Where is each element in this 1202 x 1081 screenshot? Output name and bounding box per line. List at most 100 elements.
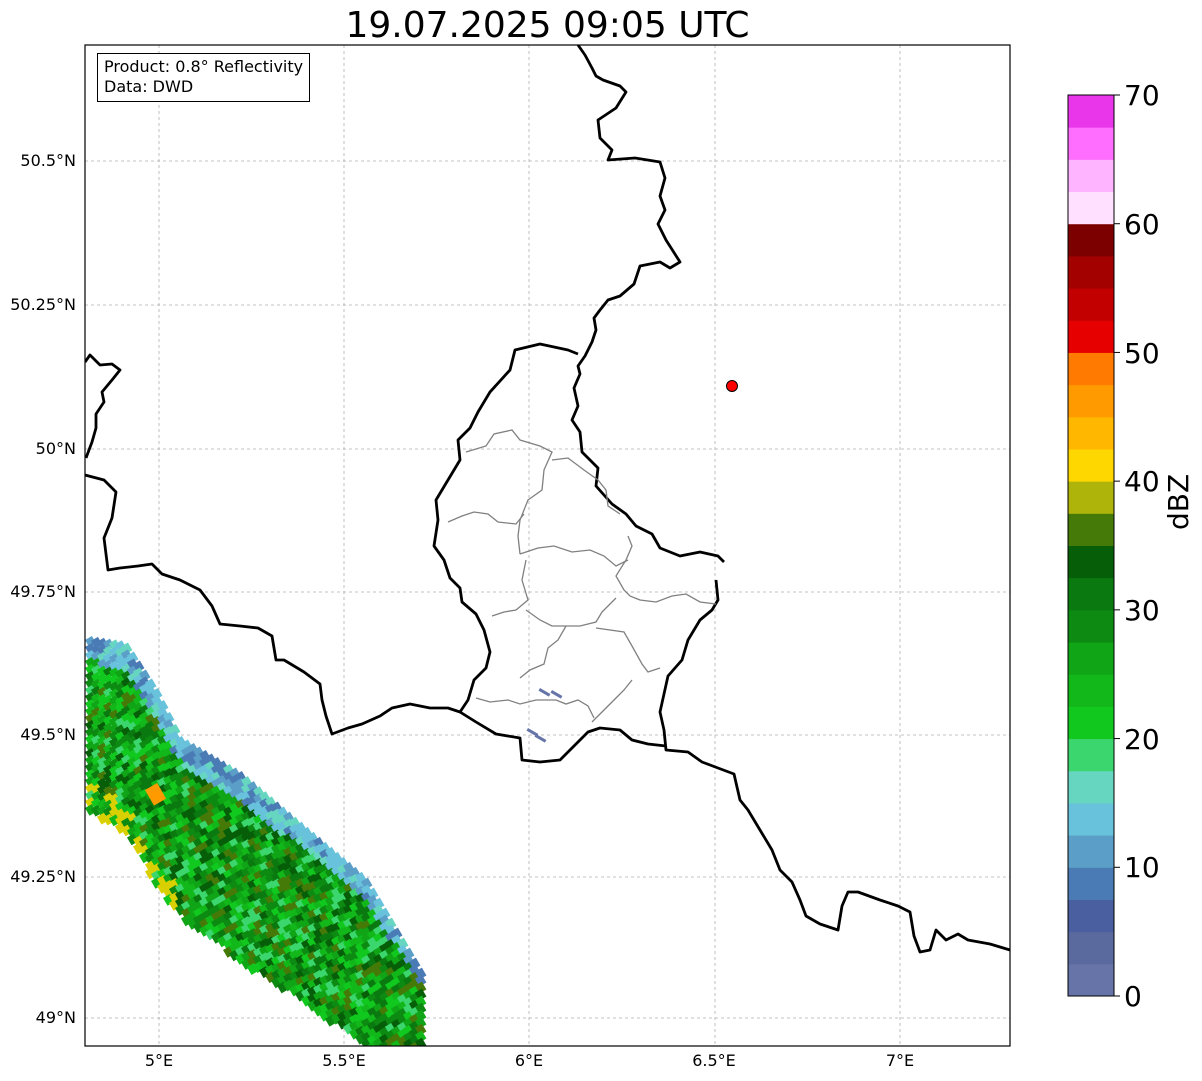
colorbar-segment <box>1068 95 1114 128</box>
country-borders <box>85 45 1010 954</box>
lat-tick-label: 49.25°N <box>10 867 76 886</box>
canton-line <box>525 597 617 627</box>
canton-line <box>595 627 661 673</box>
echo-cell <box>414 1023 427 1036</box>
colorbar-tick-label: 40 <box>1124 465 1160 498</box>
colorbar-frame <box>1067 94 1115 997</box>
colorbar-tick-label: 60 <box>1124 208 1160 241</box>
echo-cell-weak <box>550 690 563 699</box>
canton-line <box>447 511 525 525</box>
colorbar-segment <box>1068 609 1114 643</box>
echo-cell <box>409 957 421 970</box>
echo-cell <box>402 947 415 960</box>
echo-cell-weak <box>538 688 551 697</box>
echo-cell <box>156 700 169 712</box>
colorbar-segment <box>1068 384 1114 418</box>
echo-cell <box>397 937 409 950</box>
colorbar-segment <box>1068 127 1114 160</box>
lon-tick-label: 5.5°E <box>322 1051 366 1070</box>
colorbar-segment <box>1068 738 1114 772</box>
colorbar-segment <box>1068 159 1114 193</box>
echo-cell <box>169 724 181 736</box>
lat-tick-label: 49°N <box>35 1008 76 1027</box>
colorbar-segment <box>1068 255 1114 289</box>
echo-cell-weak <box>534 733 547 743</box>
echo-cell <box>414 1037 427 1046</box>
colorbar-tick-label: 10 <box>1124 851 1160 884</box>
radar-site-marker <box>726 380 738 392</box>
colorbar-tick-label: 30 <box>1124 594 1160 627</box>
canton-line <box>591 679 633 723</box>
colorbar-segment <box>1068 802 1114 836</box>
echo-cell <box>414 1016 427 1029</box>
echo-cell <box>144 678 157 691</box>
echo-cell <box>414 1002 427 1015</box>
echo-cell <box>126 651 139 664</box>
echo-cell-strong <box>144 783 167 806</box>
colorbar-segment <box>1068 545 1114 579</box>
colorbar-segment <box>1068 770 1114 804</box>
echo-cell <box>378 907 391 920</box>
lat-tick-label: 50.5°N <box>20 151 76 170</box>
colorbar-segment <box>1068 674 1114 707</box>
colorbar-segment <box>1068 642 1114 675</box>
colorbar-segment <box>1068 448 1114 482</box>
echo-cell <box>373 897 385 910</box>
canton-line <box>615 535 717 605</box>
lat-tick-label: 50.25°N <box>10 295 76 314</box>
lon-tick-label: 5°E <box>144 1051 174 1070</box>
germany-border-south <box>658 579 1010 954</box>
data-source-label: Data: DWD <box>104 77 194 96</box>
echo-cell <box>414 967 427 980</box>
echo-cell <box>366 887 379 900</box>
colorbar-segment <box>1068 320 1114 353</box>
colorbar-segment <box>1068 931 1114 965</box>
colorbar-tick-label: 20 <box>1124 723 1160 756</box>
canton-borders <box>447 429 717 723</box>
echo-cell <box>390 927 403 940</box>
echo-cell <box>361 877 373 890</box>
canton-line <box>475 697 595 719</box>
colorbar-segment <box>1068 513 1114 546</box>
lon-tick-label: 7°E <box>885 1051 915 1070</box>
colorbar-segment <box>1068 899 1114 933</box>
colorbar-segment <box>1068 223 1114 257</box>
colorbar-segment <box>1068 288 1114 321</box>
echo-cell <box>162 712 175 724</box>
echo-cell <box>138 669 151 682</box>
belgium-france-border <box>85 473 461 736</box>
lat-tick-label: 49.75°N <box>10 582 76 601</box>
lon-tick-label: 6.5°E <box>692 1051 736 1070</box>
echo-cell <box>414 1030 427 1043</box>
map-title: 19.07.2025 09:05 UTC <box>345 5 750 46</box>
lat-tick-label: 50°N <box>35 439 76 458</box>
colorbar-segment <box>1068 416 1114 450</box>
canton-line <box>519 545 629 567</box>
lon-tick-label: 6°E <box>514 1051 544 1070</box>
colorbar-segment <box>1068 481 1114 514</box>
colorbar-segment <box>1068 577 1114 611</box>
echo-cell <box>414 974 427 987</box>
echo-cell <box>414 988 427 1001</box>
canton-line <box>519 625 567 679</box>
echo-cell <box>150 688 163 700</box>
germany-border-north <box>570 45 725 563</box>
echo-cell-weak <box>526 727 539 737</box>
echo-cell <box>132 660 145 673</box>
canton-line <box>551 457 621 515</box>
luxembourg-border <box>432 342 667 764</box>
colorbar-segment <box>1068 706 1114 740</box>
colorbar-segment <box>1068 191 1114 225</box>
colorbar <box>1067 94 1120 997</box>
colorbar-segment <box>1068 835 1114 868</box>
colorbar-segment <box>1068 352 1114 386</box>
colorbar-tick-label: 0 <box>1124 980 1142 1013</box>
belgium-netherlands-border <box>85 353 122 459</box>
reflectivity-echoes <box>85 636 563 1046</box>
product-info-box: Product: 0.8° Reflectivity Data: DWD <box>97 53 311 102</box>
colorbar-segment <box>1068 963 1114 997</box>
canton-line <box>491 559 529 617</box>
plot-frame <box>84 44 1011 1047</box>
echo-cell <box>414 1009 427 1022</box>
